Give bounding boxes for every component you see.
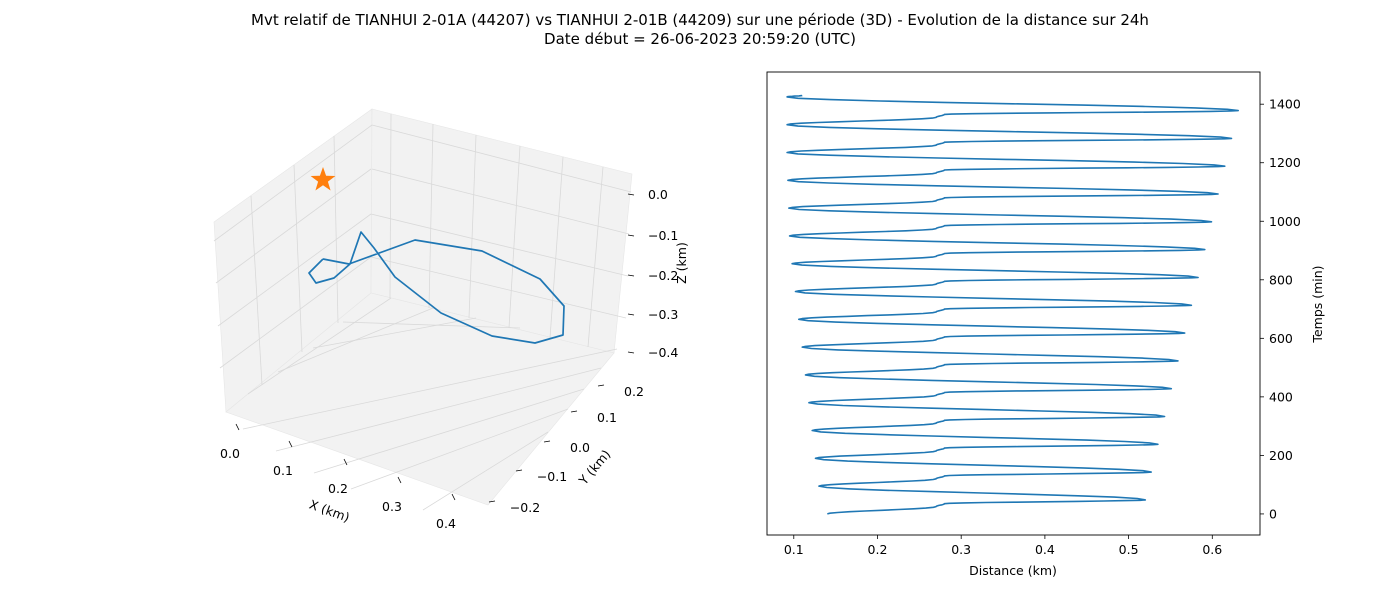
- z-tick-label-3d: −0.4: [648, 345, 678, 360]
- y-axis-label: Temps (min): [1310, 265, 1325, 343]
- grid-line-3d: [293, 164, 303, 353]
- x-tick-label: 0.4: [1035, 542, 1055, 557]
- x-tick-mark-3d: [235, 423, 240, 431]
- grid-line-3d: [389, 113, 392, 299]
- figure-title-line1: Mvt relatif de TIANHUI 2-01A (44207) vs …: [251, 11, 1149, 29]
- x-axis-label-3d: X (km): [307, 497, 351, 525]
- grid-line-3d: [370, 213, 629, 277]
- x-tick-label-3d: 0.4: [436, 516, 456, 531]
- y-tick-mark-3d: [597, 384, 605, 387]
- z-axis-label-3d: Z (km): [674, 242, 689, 284]
- grid-line-3d: [275, 367, 602, 452]
- z-tick-label-3d: 0.0: [648, 187, 668, 202]
- grid-line-3d: [370, 256, 627, 319]
- y-tick-mark-3d: [488, 500, 496, 503]
- distance-time-axes: 0.1 0.2 0.3 0.4 0.5 0.6 0 200 400 600 800 1000 1200…: [766, 71, 1325, 578]
- grid-line-3d: [333, 135, 339, 324]
- grid-line-3d: [549, 156, 564, 339]
- grid-line-3d: [468, 134, 477, 319]
- origin-star-marker: [310, 167, 336, 191]
- grid-line-3d: [342, 321, 521, 329]
- y-tick-label: 600: [1269, 331, 1293, 346]
- grid-line-3d: [371, 168, 630, 235]
- x-tick-label: 0.6: [1202, 542, 1222, 557]
- grid-line-3d: [312, 317, 477, 349]
- grid-line-3d: [213, 124, 373, 242]
- x-tick-label-3d: 0.0: [220, 446, 240, 461]
- grid-line-3d: [242, 348, 618, 430]
- z-tick-label-3d: −0.3: [648, 307, 678, 322]
- x-axis-ticks: 0.1 0.2 0.3 0.4 0.5 0.6: [784, 535, 1222, 557]
- x-tick-label-3d: 0.3: [382, 499, 402, 514]
- y-tick-label: 1000: [1269, 214, 1301, 229]
- figure-title-line2: Date début = 26-06-2023 20:59:20 (UTC): [544, 30, 856, 48]
- grid-line-3d: [219, 256, 372, 369]
- 3d-gridlines: [213, 113, 632, 511]
- z-tick-mark-3d: [627, 193, 635, 196]
- grid-line-3d: [371, 124, 632, 193]
- y-axis-ticks: 0 200 400 600 800 1000 1200 1400: [1260, 97, 1301, 521]
- 3d-tick-labels: 0.00.10.20.30.4−0.2−0.10.00.10.20.0−0.1−…: [220, 187, 678, 531]
- z-tick-mark-3d: [627, 351, 635, 354]
- x-tick-mark-3d: [397, 476, 402, 484]
- x-tick-mark-3d: [451, 493, 456, 501]
- z-tick-mark-3d: [627, 274, 635, 277]
- x-tick-label-3d: 0.2: [328, 481, 348, 496]
- x-tick-mark-3d: [288, 440, 293, 448]
- grid-line-3d: [247, 297, 392, 395]
- plot-frame: [766, 71, 1261, 536]
- y-tick-label: 400: [1269, 389, 1293, 404]
- y-tick-label: 1400: [1269, 97, 1301, 112]
- x-axis-label: Distance (km): [969, 563, 1057, 578]
- x-tick-label: 0.2: [868, 542, 888, 557]
- z-tick-label-3d: −0.2: [648, 268, 678, 283]
- z-tick-label-3d: −0.1: [648, 228, 678, 243]
- y-tick-label-3d: −0.1: [537, 469, 567, 484]
- y-tick-mark-3d: [543, 440, 551, 443]
- y-tick-label: 1200: [1269, 155, 1301, 170]
- y-tick-label: 800: [1269, 272, 1293, 287]
- grid-line-3d: [350, 408, 569, 490]
- y-tick-mark-3d: [515, 469, 523, 472]
- y-tick-mark-3d: [570, 410, 578, 413]
- grid-line-3d: [313, 388, 585, 474]
- y-tick-label: 0: [1269, 506, 1277, 521]
- y-tick-label-3d: 0.0: [570, 440, 590, 455]
- z-tick-mark-3d: [627, 313, 635, 316]
- x-tick-label: 0.3: [951, 542, 971, 557]
- 3d-trajectory-axes: 0.00.10.20.30.4−0.2−0.10.00.10.20.0−0.1−…: [213, 108, 689, 531]
- x-tick-label-3d: 0.1: [273, 463, 293, 478]
- grid-line-3d: [587, 166, 604, 348]
- z-tick-mark-3d: [627, 234, 635, 237]
- grid-line-3d: [215, 168, 372, 284]
- distance-series-line: [786, 94, 1239, 515]
- grid-line-3d: [428, 123, 434, 309]
- x-tick-mark-3d: [343, 458, 348, 466]
- grid-line-3d: [508, 145, 521, 329]
- x-tick-label: 0.1: [784, 542, 804, 557]
- x-tick-label: 0.5: [1119, 542, 1139, 557]
- grid-line-3d: [250, 195, 263, 386]
- y-tick-label-3d: 0.2: [624, 384, 644, 399]
- trajectory-line: [308, 231, 565, 344]
- y-tick-label: 200: [1269, 448, 1293, 463]
- y-tick-label-3d: 0.1: [597, 410, 617, 425]
- y-tick-label-3d: −0.2: [510, 500, 540, 515]
- grid-line-3d: [422, 431, 549, 511]
- grid-line-3d: [217, 213, 372, 327]
